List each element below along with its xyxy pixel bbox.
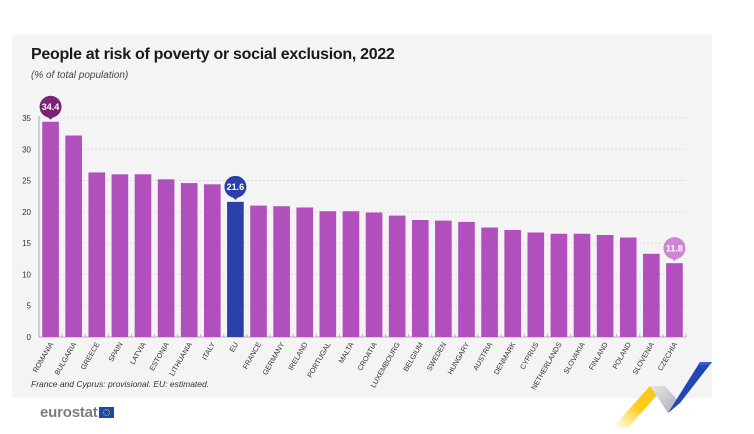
bar-latvia[interactable] [134,174,152,337]
bar-romania[interactable] [42,121,59,337]
y-tick-label: 15 [22,239,31,248]
y-tick-label: 10 [22,270,31,279]
bar-poland[interactable] [619,237,637,337]
bar-luxembourg[interactable] [388,215,406,337]
bar-ireland[interactable] [296,207,314,337]
x-tick-label: EU [227,341,240,354]
value-badge-czechia: 11.8 [663,237,686,262]
bar-spain[interactable] [111,174,129,337]
bar-eu[interactable] [227,201,244,337]
bar-slovenia[interactable] [643,253,660,337]
badge-circle [39,95,62,118]
ribbon-gray [650,386,680,413]
ribbon-blue-top [698,362,712,365]
bar-estonia[interactable] [157,179,175,337]
chart-subtitle: (% of total population) [31,70,129,81]
bar-hungary[interactable] [458,221,475,337]
bar-netherlands[interactable] [550,233,568,337]
bar-czechia[interactable] [666,263,683,337]
bar-greece[interactable] [88,172,106,337]
badge-circle [224,175,247,198]
y-tick-label: 35 [22,114,31,123]
chart-footnote: France and Cyprus: provisional. EU: esti… [31,379,210,389]
eu-flag-icon [98,407,114,418]
bar-malta[interactable] [342,211,360,337]
bar-portugal[interactable] [319,211,337,337]
bar-cyprus[interactable] [527,232,545,337]
badge-value: 21.6 [227,182,245,192]
badge-pointer [670,257,679,262]
bar-belgium[interactable] [411,219,429,337]
y-tick-label: 30 [22,145,31,154]
eurostat-logo[interactable]: eurostat [40,404,114,421]
bar-croatia[interactable] [365,212,383,337]
bar-sweden[interactable] [435,220,452,337]
bar-austria[interactable] [481,227,498,338]
badge-pointer [46,115,55,120]
value-badge-romania: 34.4 [39,95,62,120]
y-tick-label: 20 [22,208,31,217]
bar-finland[interactable] [596,235,614,337]
bar-denmark[interactable] [504,230,522,337]
bar-italy[interactable] [203,184,221,337]
bar-lithuania[interactable] [180,183,198,337]
badge-circle [663,237,686,260]
value-badge-eu: 21.6 [224,175,247,200]
ribbon-blue [668,362,712,413]
badge-pointer [231,195,240,200]
y-tick-label: 25 [22,177,31,186]
bar-bulgaria[interactable] [65,135,82,337]
bar-slovakia[interactable] [573,233,591,337]
chart-title: People at risk of poverty or social excl… [31,46,395,63]
logo-text: eurostat [40,404,98,421]
chart-panel [12,35,712,398]
badge-value: 11.8 [666,243,683,253]
bar-germany[interactable] [273,206,290,337]
y-tick-label: 5 [27,302,32,311]
badge-value: 34.4 [42,102,60,112]
y-tick-label: 0 [27,333,32,342]
ribbon-yellow [612,386,665,428]
bar-france[interactable] [250,205,267,337]
